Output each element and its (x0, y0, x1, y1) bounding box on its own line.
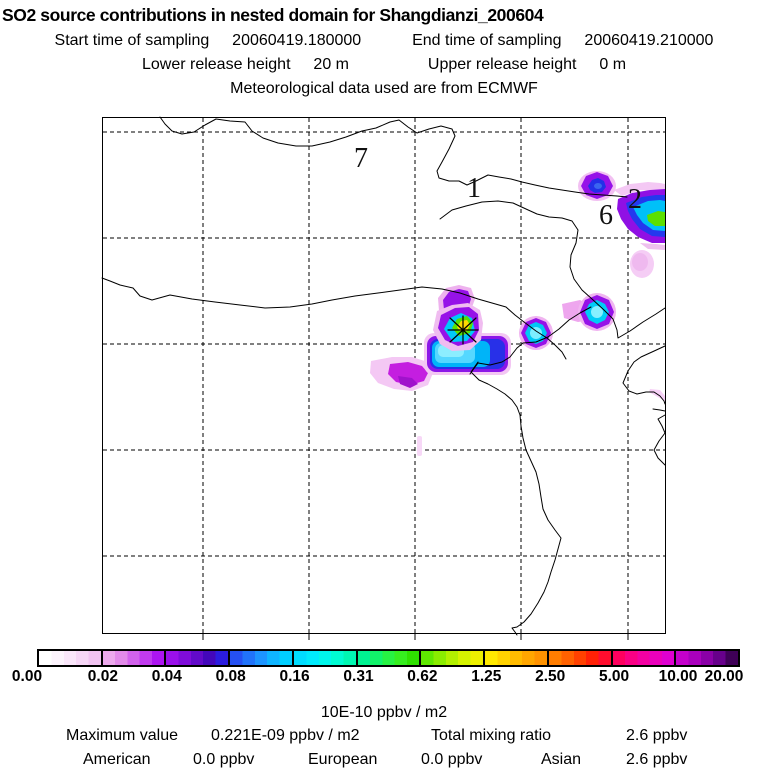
american-label: American (83, 751, 151, 768)
map-region-label-7: 7 (354, 143, 368, 174)
coastline-north (159, 116, 628, 198)
european-label: European (308, 751, 378, 768)
page-title: SO2 source contributions in nested domai… (2, 5, 544, 25)
map-panel: 7 1 6 2 (101, 116, 666, 640)
colorbar-segment (485, 651, 549, 665)
colorbar-segment (548, 651, 613, 665)
release-heights-line: Lower release height 20 m Upper release … (0, 56, 768, 74)
plume-faint-patch (630, 250, 654, 278)
upper-release-value: 0 m (599, 56, 627, 73)
colorbar-segment (421, 651, 486, 665)
colorbar-tick-label: 0.16 (279, 668, 310, 685)
colorbar-segment (166, 651, 231, 665)
coastline-liaodong (469, 306, 592, 375)
colorbar-tick-label: 5.00 (599, 668, 630, 685)
colorbar-segment (39, 651, 103, 665)
colorbar-tick-label: 2.50 (535, 668, 566, 685)
plume-receptor (433, 303, 483, 351)
colorbar-units: 10E-10 ppbv / m2 (320, 704, 448, 721)
upper-release-label: Upper release height (427, 56, 577, 73)
plume-octagon-b (562, 293, 616, 331)
colorbar-segment (230, 651, 294, 665)
american-value: 0.0 ppbv (193, 751, 255, 768)
asian-label: Asian (541, 751, 582, 768)
lower-release-label: Lower release height (141, 56, 291, 73)
colorbar-labels: 0.00 0.02 0.04 0.08 0.16 0.31 0.62 1.25 2.50 5.00… (0, 668, 768, 686)
colorbar-tick-label: 0.02 (87, 668, 118, 685)
plume-tiny-streak (417, 436, 422, 456)
colorbar-tick-label: 0.04 (151, 668, 182, 685)
map-region-label-1: 1 (467, 173, 481, 204)
colorbar-segment (102, 651, 167, 665)
start-sampling-value: 20060419.180000 (232, 32, 362, 49)
concentration-plumes (370, 171, 665, 456)
gridlines (103, 118, 665, 633)
map-region-label-6: 6 (599, 200, 613, 231)
coastline-korea-3 (653, 414, 666, 466)
max-value-label: Maximum value (66, 727, 179, 744)
plume-small-blue (578, 171, 616, 201)
axis-ticks-bottom (202, 634, 629, 640)
region-number-labels: 7 1 6 2 (354, 143, 642, 231)
coastline-korea-1 (622, 345, 666, 405)
colorbar-segment (612, 651, 677, 665)
max-value: 0.221E-09 ppbv / m2 (211, 727, 360, 744)
plume-west-tail (370, 357, 433, 391)
colorbar-tick-label: 20.00 (704, 668, 744, 685)
colorbar-segment (676, 651, 739, 665)
coastline-bohai-north (439, 200, 666, 339)
total-ratio-value: 2.6 ppbv (626, 727, 688, 744)
colorbar-tick-label: 10.00 (658, 668, 698, 685)
colorbar-tick-label: 0.08 (215, 668, 246, 685)
coastlines (101, 116, 666, 636)
start-sampling-label: Start time of sampling (54, 32, 210, 49)
coastline-inner-border (101, 277, 567, 360)
lower-release-value: 20 m (313, 56, 349, 73)
colorbar-tick-label: 0.31 (343, 668, 374, 685)
colorbar-tick-label: 1.25 (471, 668, 502, 685)
sampling-times-line: Start time of sampling 20060419.180000 E… (0, 32, 768, 50)
colorbar-segment (293, 651, 358, 665)
map-region-label-2: 2 (628, 184, 642, 215)
colorbar-tick-label: 0.62 (407, 668, 438, 685)
coastline-shandong-south (470, 361, 562, 636)
asian-value: 2.6 ppbv (626, 751, 688, 768)
total-ratio-label: Total mixing ratio (431, 727, 552, 744)
colorbar-segment (357, 651, 422, 665)
end-sampling-label: End time of sampling (412, 32, 562, 49)
plume-octagon-a (519, 316, 553, 350)
colorbar (37, 649, 740, 667)
colorbar-tick-label: 0.00 (11, 668, 43, 685)
receptor-marker (447, 315, 479, 345)
end-sampling-value: 20060419.210000 (584, 32, 714, 49)
coastline-korea-2 (652, 408, 666, 412)
plume-east-edge (614, 182, 665, 250)
met-data-line: Meteorological data used are from ECMWF (230, 80, 538, 97)
map-canvas: 7 1 6 2 (101, 116, 666, 640)
european-value: 0.0 ppbv (421, 751, 483, 768)
